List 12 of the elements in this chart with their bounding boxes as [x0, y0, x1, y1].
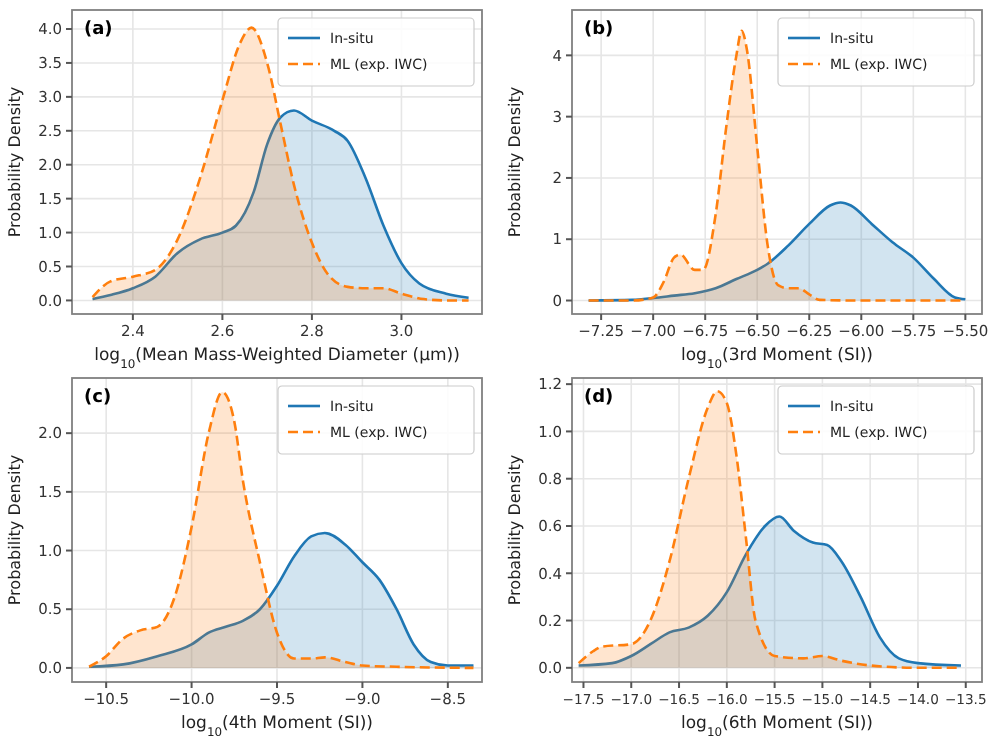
y-axis-title: Probability Density: [506, 86, 524, 238]
text: (b): [584, 20, 614, 40]
text: (d): [584, 388, 614, 408]
y-axis-title: Probability Density: [506, 454, 524, 606]
text: (a): [84, 20, 113, 40]
y-axis-title: Probability Density: [6, 86, 24, 238]
x-axis-title: log$_{10}$(Mean Mass-Weighted Diameter (μm)): [94, 346, 460, 371]
x-axis-title: log$_{10}$(6th Moment (SI)): [681, 714, 873, 736]
y-axis-title: Probability Density: [6, 454, 24, 606]
text: (c): [84, 388, 112, 408]
x-axis-title: log$_{10}$(4th Moment (SI)): [181, 714, 373, 736]
x-axis-title: log$_{10}$(3rd Moment (SI)): [680, 346, 874, 371]
